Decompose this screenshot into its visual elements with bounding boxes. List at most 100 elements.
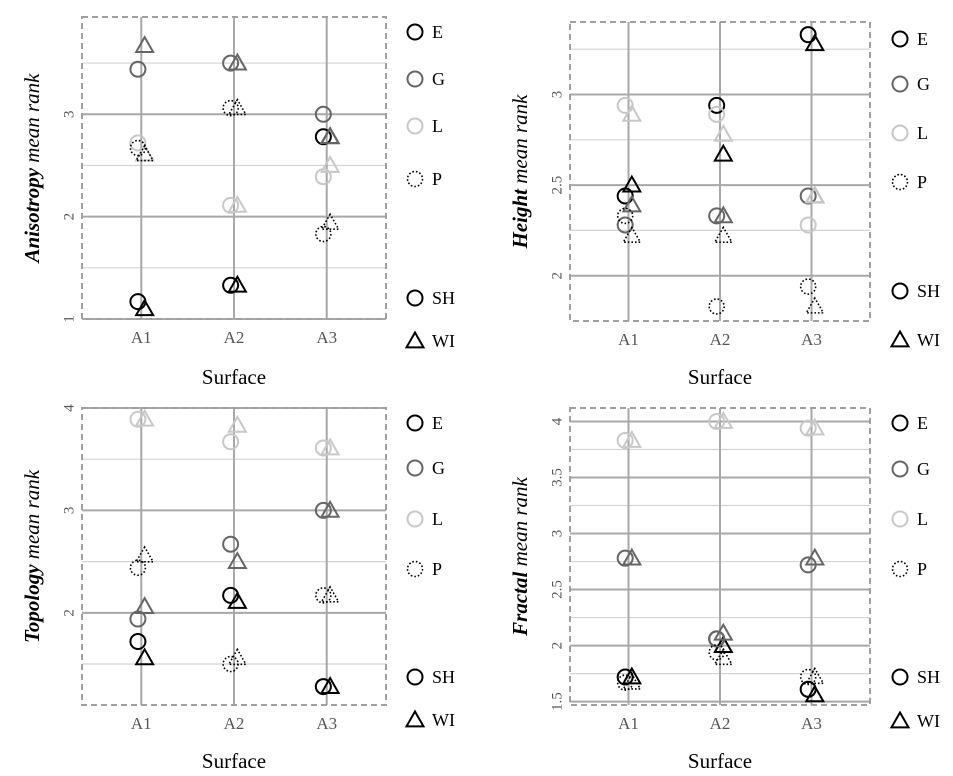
legend-symbol-WI bbox=[889, 329, 911, 348]
legend-symbol-P bbox=[406, 560, 424, 578]
point-G-WI-A3 bbox=[804, 547, 826, 566]
legend-symbol-G bbox=[406, 70, 424, 88]
point-L-SH-A1 bbox=[616, 432, 634, 450]
legend-symbol-E bbox=[891, 414, 909, 432]
point-E-SH-A2 bbox=[222, 276, 240, 294]
y-tick-label: 1 bbox=[61, 315, 77, 323]
point-P-WI-A3 bbox=[320, 585, 340, 603]
legend-label-L: L bbox=[917, 509, 928, 529]
point-L-SH-A2 bbox=[708, 412, 726, 430]
y-tick-label: 3 bbox=[549, 530, 565, 538]
legend-label-E: E bbox=[432, 413, 443, 433]
y-tick-label: 3.5 bbox=[549, 468, 565, 487]
legend-symbol-P bbox=[891, 560, 909, 578]
y-tick-label: 3 bbox=[549, 91, 565, 99]
point-G-WI-A2 bbox=[227, 551, 248, 569]
point-L-SH-A2 bbox=[222, 196, 240, 214]
legend-symbol-WI bbox=[404, 330, 426, 349]
panel-frame bbox=[81, 407, 387, 706]
point-P-WI-A3 bbox=[320, 212, 340, 230]
point-E-SH-A3 bbox=[314, 678, 332, 696]
legend-symbol-G bbox=[891, 75, 909, 93]
point-L-WI-A3 bbox=[319, 154, 341, 173]
panel-anisotropy: 1 2 3 A1 A2 A3 Surface Anisotropy mean rank E G L P… bbox=[20, 16, 455, 389]
point-G-SH-A2 bbox=[222, 535, 240, 553]
point-L-WI-A1 bbox=[621, 429, 643, 448]
legend-label-P: P bbox=[917, 559, 927, 579]
point-P-SH-A3 bbox=[799, 668, 817, 686]
y-axis-label-suffix: mean rank bbox=[20, 469, 44, 564]
point-G-WI-A1 bbox=[621, 547, 643, 566]
point-E-SH-A3 bbox=[799, 26, 817, 44]
point-L-SH-A2 bbox=[708, 105, 726, 123]
point-L-WI-A3 bbox=[319, 437, 341, 456]
x-tick-label: A3 bbox=[801, 714, 822, 733]
x-tick-label: A3 bbox=[316, 328, 337, 347]
point-G-WI-A3 bbox=[319, 126, 341, 145]
x-tick-label: A2 bbox=[710, 714, 731, 733]
point-G-SH-A3 bbox=[799, 187, 817, 205]
point-E-WI-A2 bbox=[713, 143, 734, 162]
x-tick-label: A1 bbox=[618, 330, 639, 349]
y-axis-label: Anisotropy mean rank bbox=[20, 73, 44, 265]
legend-label-WI: WI bbox=[432, 331, 455, 351]
y-axis-label-suffix: mean rank bbox=[20, 73, 44, 168]
point-L-SH-A3 bbox=[799, 419, 817, 437]
legend-label-SH: SH bbox=[432, 288, 455, 308]
x-tick-label: A3 bbox=[801, 330, 822, 349]
point-L-WI-A1 bbox=[621, 103, 643, 122]
point-E-WI-A3 bbox=[804, 33, 826, 52]
x-axis-label: Surface bbox=[202, 749, 266, 773]
point-E-WI-A2 bbox=[227, 591, 248, 609]
point-P-WI-A2 bbox=[713, 225, 734, 244]
point-P-SH-A2 bbox=[708, 298, 725, 315]
legend-label-P: P bbox=[432, 559, 442, 579]
y-axis-label-measure: Anisotropy bbox=[20, 167, 44, 264]
point-P-SH-A1 bbox=[616, 207, 634, 225]
legend-label-SH: SH bbox=[917, 281, 940, 301]
point-L-SH-A3 bbox=[314, 439, 332, 457]
legend-label-WI: WI bbox=[917, 330, 940, 350]
point-E-WI-A1 bbox=[134, 647, 155, 666]
legend-symbol-L bbox=[406, 117, 424, 135]
legend-symbol-SH bbox=[406, 668, 424, 686]
x-tick-label: A3 bbox=[316, 714, 337, 733]
legend-label-SH: SH bbox=[432, 667, 455, 687]
y-tick-label: 2 bbox=[61, 213, 77, 221]
point-P-SH-A3 bbox=[315, 225, 332, 243]
point-L-SH-A3 bbox=[799, 216, 817, 234]
point-P-WI-A3 bbox=[804, 666, 825, 685]
point-L-WI-A3 bbox=[804, 417, 826, 436]
point-G-SH-A1 bbox=[616, 216, 634, 234]
point-L-SH-A1 bbox=[129, 134, 147, 152]
legend-symbol-E bbox=[406, 23, 424, 41]
point-P-SH-A3 bbox=[315, 587, 332, 604]
legend-label-G: G bbox=[432, 69, 445, 89]
legend-label-L: L bbox=[917, 123, 928, 143]
point-P-SH-A1 bbox=[616, 674, 634, 691]
point-E-WI-A1 bbox=[621, 666, 643, 685]
legend-symbol-WI bbox=[404, 709, 426, 728]
y-axis-label-suffix: mean rank bbox=[508, 476, 532, 571]
point-G-SH-A2 bbox=[222, 54, 240, 72]
panel-frame bbox=[569, 407, 871, 706]
legend-label-E: E bbox=[917, 29, 928, 49]
point-L-WI-A2 bbox=[227, 194, 248, 213]
legend-symbol-L bbox=[891, 510, 909, 528]
point-G-SH-A1 bbox=[129, 60, 147, 78]
y-tick-label: 2.5 bbox=[549, 580, 565, 599]
point-G-SH-A3 bbox=[314, 501, 332, 519]
point-G-SH-A2 bbox=[708, 207, 726, 225]
y-tick-label: 1.5 bbox=[549, 692, 565, 711]
legend-symbol-SH bbox=[406, 289, 424, 307]
x-axis-label: Surface bbox=[202, 365, 266, 389]
legend-label-G: G bbox=[432, 458, 445, 478]
y-axis-label: Height mean rank bbox=[508, 94, 532, 250]
x-tick-label: A1 bbox=[131, 328, 152, 347]
legend-symbol-P bbox=[891, 173, 909, 191]
point-G-WI-A2 bbox=[227, 52, 248, 71]
x-tick-label: A2 bbox=[224, 714, 245, 733]
legend-label-P: P bbox=[917, 172, 927, 192]
panel-topology: 2 3 4 A1 A2 A3 Surface Topology mean rank E G L P SH… bbox=[20, 404, 455, 773]
legend-symbol-G bbox=[406, 459, 424, 477]
